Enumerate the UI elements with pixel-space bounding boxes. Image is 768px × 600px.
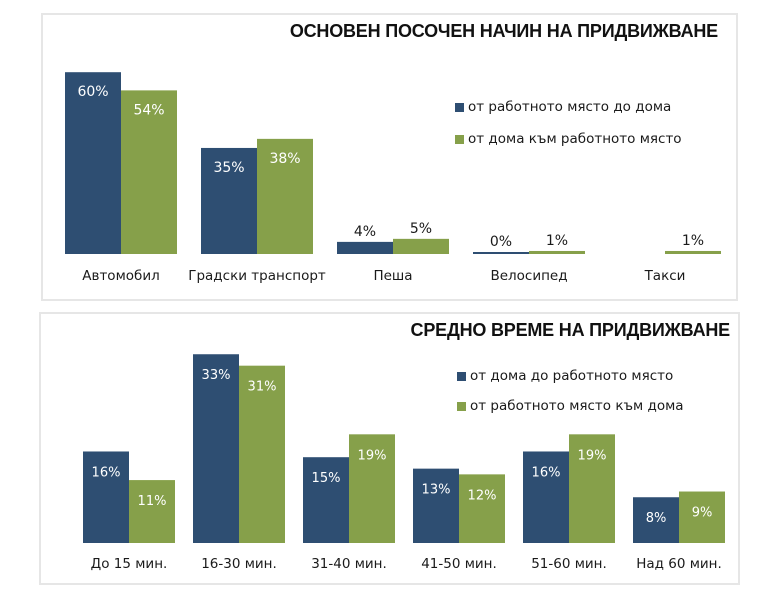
data-label: 8% xyxy=(646,511,667,526)
bar-series-2 xyxy=(257,138,313,254)
chart-title: СРЕДНО ВРЕМЕ НА ПРИДВИЖВАНЕ xyxy=(410,320,731,340)
legend-swatch-blue xyxy=(457,371,466,381)
data-label: 19% xyxy=(578,448,607,463)
legend-item-series-1: от работното място до дома xyxy=(455,99,671,115)
category-label: Над 60 мин. xyxy=(636,556,722,572)
category-label: Пеша xyxy=(373,268,412,284)
bar-series-1 xyxy=(633,497,679,543)
category-label: Велосипед xyxy=(490,268,567,284)
data-label: 5% xyxy=(410,221,432,237)
data-label: 19% xyxy=(358,448,387,463)
bar-series-1 xyxy=(83,451,129,543)
data-label: 1% xyxy=(682,233,704,249)
data-label: 13% xyxy=(422,483,451,498)
category-label: 41-50 мин. xyxy=(421,556,497,572)
data-label: 9% xyxy=(692,506,713,521)
legend-item-series-1: от дома до работното място xyxy=(457,368,673,384)
bar-series-1 xyxy=(523,451,569,543)
data-label: 15% xyxy=(312,471,341,486)
legend-swatch-blue xyxy=(455,102,464,112)
chart-title: ОСНОВЕН ПОСОЧЕН НАЧИН НА ПРИДВИЖВАНЕ xyxy=(289,21,718,41)
bar-series-2 xyxy=(349,434,395,543)
bar-series-2 xyxy=(569,434,615,543)
legend-label: от дома към работното място xyxy=(468,131,682,147)
data-label: 0% xyxy=(490,234,512,250)
bar-series-2 xyxy=(459,474,505,543)
category-label: 51-60 мин. xyxy=(531,556,607,572)
data-label: 54% xyxy=(133,102,164,118)
data-label: 16% xyxy=(532,465,561,480)
data-label: 16% xyxy=(92,465,121,480)
category-label: Такси xyxy=(644,268,686,284)
legend-swatch-green xyxy=(457,401,466,411)
bar-series-1 xyxy=(473,252,529,254)
bar-series-1 xyxy=(337,241,393,254)
data-label: 11% xyxy=(138,494,167,509)
data-label: 1% xyxy=(546,233,568,249)
bar-series-1 xyxy=(65,72,121,254)
bar-chart-travel-time: 16% 11% До 15 мин. 33% 31% 16-30 мин. 15% 19% 31… xyxy=(83,354,725,572)
bar-series-1 xyxy=(201,147,257,254)
chart-panel-transport-mode: ОСНОВЕН ПОСОЧЕН НАЧИН НА ПРИДВИЖВАНЕ от … xyxy=(41,13,738,301)
data-label: 33% xyxy=(202,368,231,383)
data-label: 4% xyxy=(354,224,376,240)
chart-panel-travel-time: СРЕДНО ВРЕМЕ НА ПРИДВИЖВАНЕ от дома до р… xyxy=(39,312,740,585)
category-label: Автомобил xyxy=(82,268,160,284)
bar-series-2 xyxy=(239,365,285,543)
bar-chart-transport-mode: 60% 54% Автомобил 35% 38% Градски транспорт 4%… xyxy=(65,72,721,284)
category-label: Градски транспорт xyxy=(188,268,326,284)
bar-series-2 xyxy=(393,238,449,254)
data-label: 60% xyxy=(77,84,108,100)
bar-series-1 xyxy=(193,354,239,543)
data-label: 31% xyxy=(248,380,277,395)
legend-label: от работното място до дома xyxy=(468,99,672,115)
legend-item-series-2: от работното място към дома xyxy=(457,398,684,414)
bar-series-1 xyxy=(303,457,349,543)
bar-series-2 xyxy=(679,491,725,543)
bar-series-1 xyxy=(413,468,459,543)
category-label: 16-30 мин. xyxy=(201,556,277,572)
bar-series-2 xyxy=(129,480,175,543)
category-label: 31-40 мин. xyxy=(311,556,387,572)
legend-label: от работното място към дома xyxy=(470,398,684,414)
legend-label: от дома до работното място xyxy=(470,368,674,384)
bar-series-2 xyxy=(529,250,585,254)
legend-swatch-green xyxy=(455,134,464,144)
data-label: 35% xyxy=(213,160,244,176)
data-label: 12% xyxy=(468,488,497,503)
data-label: 38% xyxy=(269,151,300,167)
legend-item-series-2: от дома към работното място xyxy=(455,131,682,147)
bar-series-2 xyxy=(665,250,721,254)
bar-series-2 xyxy=(121,90,177,254)
category-label: До 15 мин. xyxy=(91,556,168,572)
